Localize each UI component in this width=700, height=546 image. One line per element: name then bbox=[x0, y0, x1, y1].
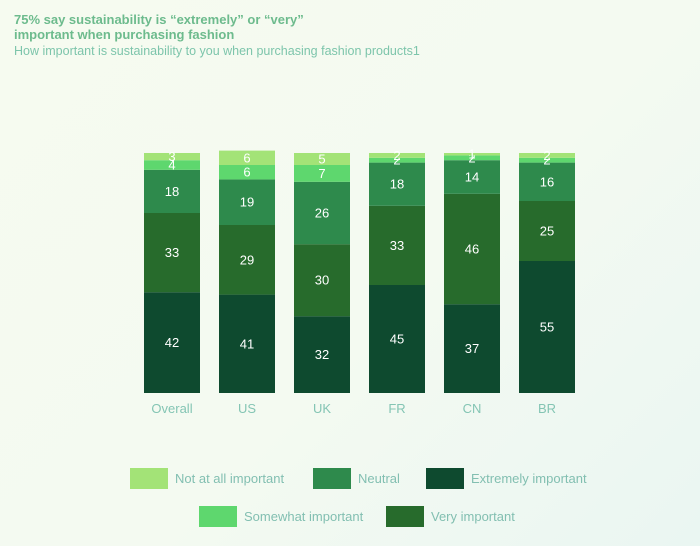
bar-value-label: 33 bbox=[165, 245, 179, 260]
bar-segment bbox=[219, 294, 275, 393]
bar-segment bbox=[444, 193, 500, 305]
bar-value-label: 6 bbox=[243, 165, 250, 180]
legend-label: Neutral bbox=[358, 471, 400, 486]
bar-segment bbox=[519, 162, 575, 201]
bar-value-label: 45 bbox=[390, 332, 404, 347]
bar-value-label: 33 bbox=[390, 238, 404, 253]
legend-swatch bbox=[199, 506, 237, 527]
bar-segment bbox=[219, 150, 275, 165]
bar-segment bbox=[369, 162, 425, 206]
bar-segment bbox=[444, 153, 500, 156]
bar-segment bbox=[519, 201, 575, 261]
bar-segment bbox=[144, 153, 200, 161]
bar-value-label: 6 bbox=[243, 150, 250, 165]
bar-segment bbox=[369, 285, 425, 393]
bar-segment bbox=[144, 292, 200, 393]
bar-segment bbox=[369, 157, 425, 163]
bar-segment bbox=[369, 153, 425, 158]
bar-segment bbox=[444, 160, 500, 194]
legend-label: Extremely important bbox=[471, 471, 587, 486]
bar-value-label: 14 bbox=[465, 170, 479, 185]
bar-value-label: 4 bbox=[168, 158, 175, 173]
legend-label: Somewhat important bbox=[244, 509, 364, 524]
stacked-bar-chart: 4233184341291966323026754533182237461421… bbox=[144, 147, 575, 416]
legend-label: Very important bbox=[431, 509, 515, 524]
bar-value-label: 46 bbox=[465, 242, 479, 257]
bar-value-label: 1 bbox=[468, 147, 475, 162]
bar-value-label: 2 bbox=[543, 148, 550, 163]
x-tick-label: FR bbox=[388, 401, 405, 416]
bar-value-label: 2 bbox=[543, 153, 550, 168]
chart-title: 75% say sustainability is “extremely” or… bbox=[14, 12, 304, 42]
x-tick-label: US bbox=[238, 401, 256, 416]
legend-label: Not at all important bbox=[175, 471, 285, 486]
bar-value-label: 2 bbox=[393, 153, 400, 168]
bar-value-label: 7 bbox=[318, 166, 325, 181]
bar-segment bbox=[444, 155, 500, 161]
bar-value-label: 29 bbox=[240, 252, 254, 267]
bar-value-label: 19 bbox=[240, 195, 254, 210]
bar-segment bbox=[519, 153, 575, 158]
bar-value-label: 37 bbox=[465, 341, 479, 356]
x-tick-label: UK bbox=[313, 401, 331, 416]
bar-segment bbox=[294, 244, 350, 317]
bar-value-label: 18 bbox=[390, 177, 404, 192]
legend-swatch bbox=[130, 468, 168, 489]
bar-segment bbox=[444, 304, 500, 393]
bar-value-label: 5 bbox=[318, 152, 325, 167]
bar-segment bbox=[219, 179, 275, 225]
bar-segment bbox=[219, 225, 275, 295]
bar-group: 4233184341291966323026754533182237461421… bbox=[144, 147, 575, 393]
bar-segment bbox=[294, 316, 350, 393]
bar-segment bbox=[294, 165, 350, 182]
bar-segment bbox=[219, 165, 275, 180]
bar-segment bbox=[144, 169, 200, 213]
legend-swatch bbox=[426, 468, 464, 489]
bar-value-label: 42 bbox=[165, 335, 179, 350]
bar-segment bbox=[294, 153, 350, 165]
legend-swatch bbox=[313, 468, 351, 489]
x-tick-label: Overall bbox=[151, 401, 192, 416]
bar-value-label: 2 bbox=[393, 148, 400, 163]
bar-segment bbox=[294, 181, 350, 245]
bar-value-label: 32 bbox=[315, 347, 329, 362]
bar-value-label: 18 bbox=[165, 184, 179, 199]
bar-value-label: 41 bbox=[240, 336, 254, 351]
bar-segment bbox=[144, 213, 200, 293]
chart-subtitle: How important is sustainability to you w… bbox=[14, 44, 420, 58]
bar-value-label: 25 bbox=[540, 224, 554, 239]
bar-value-label: 2 bbox=[468, 150, 475, 165]
x-tick-label: BR bbox=[538, 401, 556, 416]
bar-segment bbox=[369, 205, 425, 285]
bar-value-label: 55 bbox=[540, 320, 554, 335]
bar-value-label: 26 bbox=[315, 206, 329, 221]
x-axis-labels: Overall US UK FR CN BR bbox=[151, 401, 556, 416]
bar-value-label: 30 bbox=[315, 273, 329, 288]
bar-segment bbox=[519, 157, 575, 163]
bar-segment bbox=[144, 160, 200, 170]
bar-value-label: 3 bbox=[168, 149, 175, 164]
x-tick-label: CN bbox=[463, 401, 482, 416]
bar-value-label: 16 bbox=[540, 174, 554, 189]
bar-segment bbox=[519, 261, 575, 393]
legend-swatch bbox=[386, 506, 424, 527]
